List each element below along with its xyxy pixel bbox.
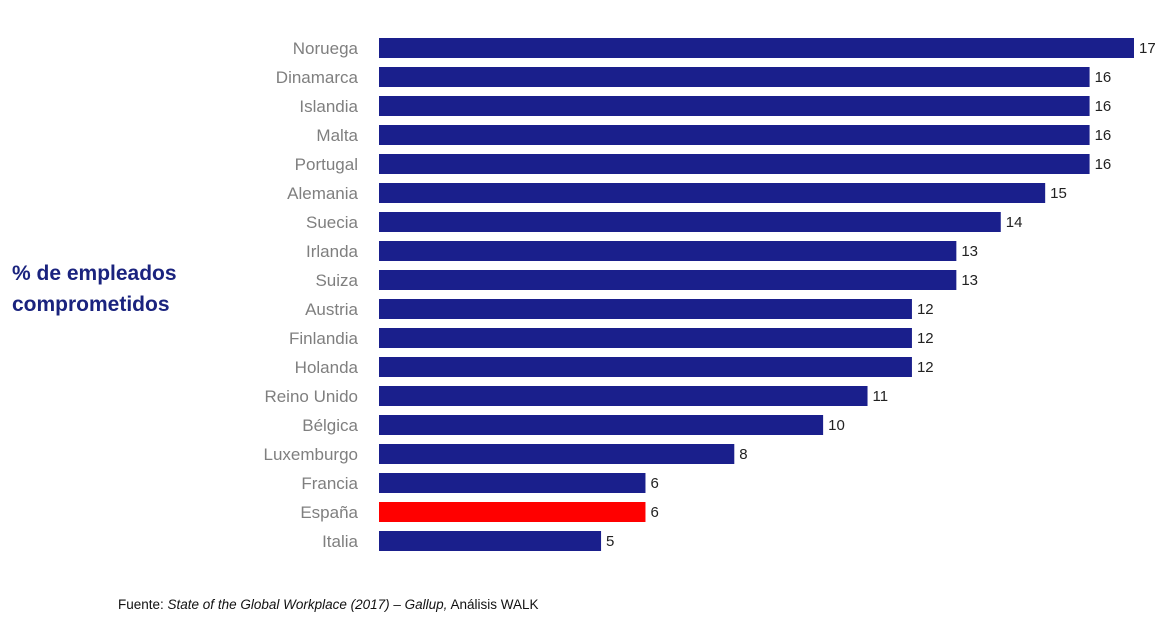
bar-espana xyxy=(379,502,646,522)
category-label-italia: Italia xyxy=(322,532,358,551)
value-label-francia: 6 xyxy=(650,475,658,492)
bar-malta xyxy=(379,125,1090,145)
source-title: State of the Global Workplace (2017) – G… xyxy=(167,597,448,612)
category-label-francia: Francia xyxy=(301,474,358,493)
value-label-irlanda: 13 xyxy=(961,243,978,260)
category-label-noruega: Noruega xyxy=(293,39,359,58)
bar-holanda xyxy=(379,357,912,377)
bar-islandia xyxy=(379,96,1090,116)
bars-layer xyxy=(379,38,1134,551)
value-label-suecia: 14 xyxy=(1006,214,1023,231)
category-label-alemania: Alemania xyxy=(287,184,358,203)
y-axis-label: % de empleados comprometidos xyxy=(12,258,177,320)
category-label-reino-unido: Reino Unido xyxy=(264,387,358,406)
value-label-noruega: 17 xyxy=(1139,40,1156,57)
category-label-holanda: Holanda xyxy=(295,358,359,377)
value-label-holanda: 12 xyxy=(917,359,934,376)
value-label-finlandia: 12 xyxy=(917,330,934,347)
bar-portugal xyxy=(379,154,1090,174)
bar-suiza xyxy=(379,270,957,290)
source-prefix: Fuente: xyxy=(118,597,168,612)
bar-italia xyxy=(379,531,602,551)
category-labels: Noruega Dinamarca Islandia Malta Portugal Ale… xyxy=(263,39,358,551)
category-label-dinamarca: Dinamarca xyxy=(276,68,359,87)
category-label-luxemburgo: Luxemburgo xyxy=(263,445,358,464)
bar-alemania xyxy=(379,183,1046,203)
bar-finlandia xyxy=(379,328,912,348)
source-suffix: Análisis WALK xyxy=(447,597,539,612)
value-label-portugal: 16 xyxy=(1095,156,1112,173)
value-label-espana: 6 xyxy=(650,504,658,521)
value-label-italia: 5 xyxy=(606,533,614,550)
y-axis-label-line-2: comprometidos xyxy=(12,293,170,316)
bar-irlanda xyxy=(379,241,957,261)
category-label-austria: Austria xyxy=(305,300,358,319)
value-label-reino-unido: 11 xyxy=(873,388,889,405)
value-label-luxemburgo: 8 xyxy=(739,446,747,463)
value-label-dinamarca: 16 xyxy=(1095,69,1112,86)
bar-suecia xyxy=(379,212,1001,232)
category-label-suecia: Suecia xyxy=(306,213,359,232)
value-label-islandia: 16 xyxy=(1095,98,1112,115)
value-label-alemania: 15 xyxy=(1050,185,1067,202)
category-label-islandia: Islandia xyxy=(299,97,358,116)
bar-reino-unido xyxy=(379,386,868,406)
category-label-finlandia: Finlandia xyxy=(289,329,359,348)
y-axis-label-line-1: % de empleados xyxy=(12,262,177,285)
source-note: Fuente: State of the Global Workplace (2… xyxy=(118,597,538,612)
bar-francia xyxy=(379,473,646,493)
category-label-portugal: Portugal xyxy=(295,155,358,174)
bar-belgica xyxy=(379,415,824,435)
bar-austria xyxy=(379,299,912,319)
category-label-suiza: Suiza xyxy=(315,271,358,290)
category-label-belgica: Bélgica xyxy=(302,416,358,435)
bar-noruega xyxy=(379,38,1134,58)
category-label-espana: España xyxy=(300,503,358,522)
bar-luxemburgo xyxy=(379,444,735,464)
value-label-malta: 16 xyxy=(1095,127,1112,144)
value-label-suiza: 13 xyxy=(961,272,978,289)
value-label-belgica: 10 xyxy=(828,417,845,434)
category-label-irlanda: Irlanda xyxy=(306,242,359,261)
value-labels: 17 16 16 16 16 15 14 13 13 12 12 12 11 10 8 6 6 5 xyxy=(606,40,1156,550)
value-label-austria: 12 xyxy=(917,301,934,318)
category-label-malta: Malta xyxy=(316,126,358,145)
bar-dinamarca xyxy=(379,67,1090,87)
